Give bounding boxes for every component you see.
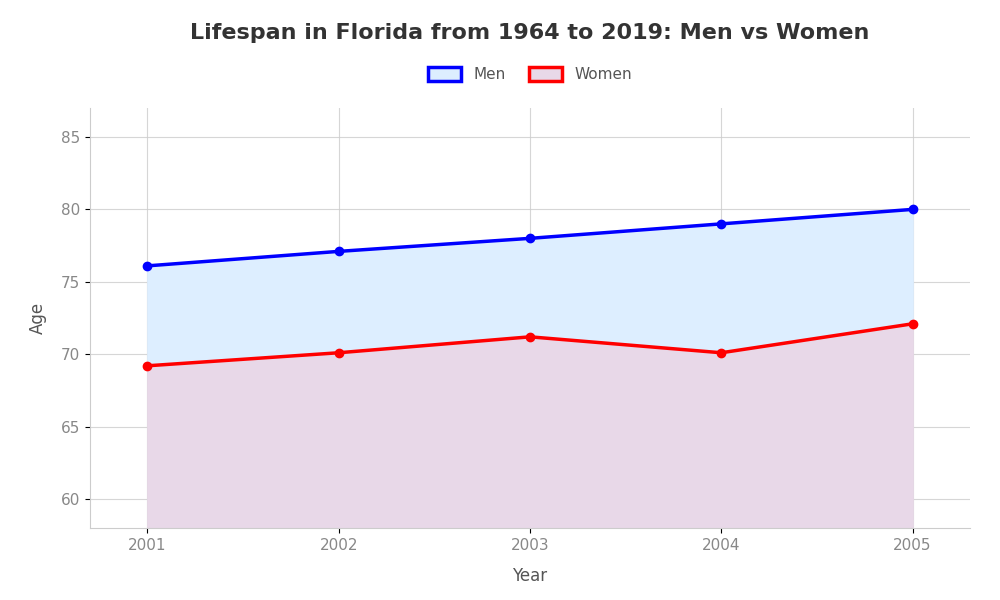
X-axis label: Year: Year <box>512 566 548 584</box>
Y-axis label: Age: Age <box>29 302 47 334</box>
Title: Lifespan in Florida from 1964 to 2019: Men vs Women: Lifespan in Florida from 1964 to 2019: M… <box>190 23 870 43</box>
Legend: Men, Women: Men, Women <box>422 61 638 88</box>
